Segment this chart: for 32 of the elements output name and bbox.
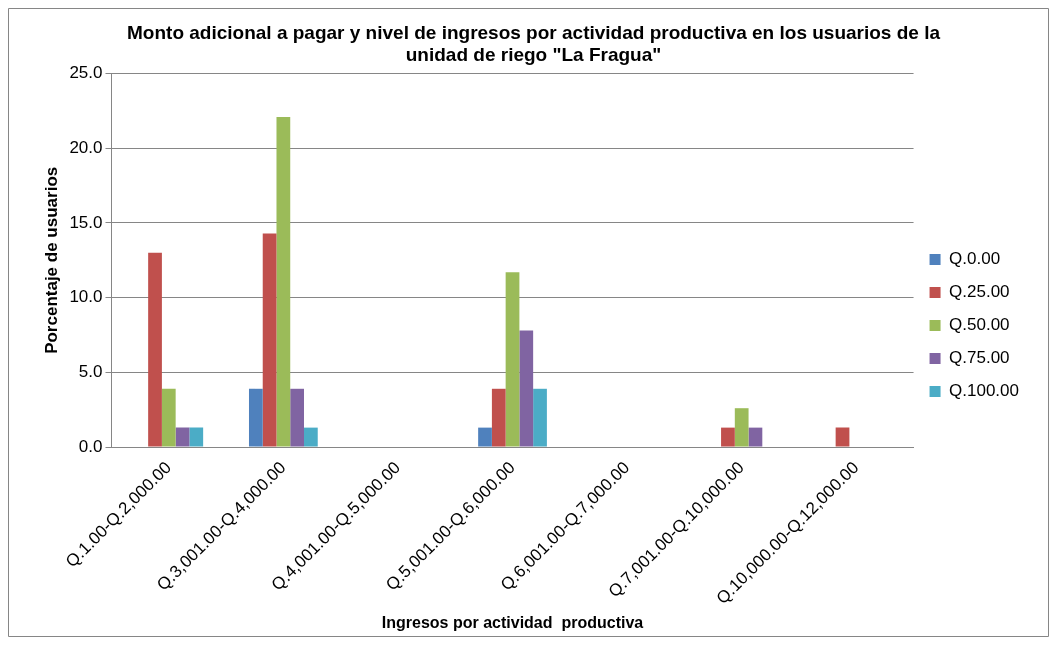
bar (835, 427, 850, 447)
bar (478, 427, 492, 447)
legend-label: Q.25.00 (949, 282, 1010, 302)
y-tick-label: 10.0 (69, 287, 103, 307)
legend-label: Q.0.00 (949, 249, 1001, 269)
bar (148, 252, 162, 447)
legend-label: Q.100.00 (949, 381, 1020, 401)
bar (189, 427, 204, 447)
y-tick-label: 25.0 (69, 63, 103, 83)
bar (533, 388, 547, 447)
bar (734, 408, 749, 447)
legend-label: Q.75.00 (949, 348, 1010, 368)
y-tick-label: 20.0 (69, 137, 103, 157)
chart-title: Monto adicional a pagar y nivel de ingresos por actividad productiva en los usuarios de la unidad de riego "La Fragua" (127, 21, 941, 66)
x-axis-title: Ingresos por actividad productiva (381, 613, 644, 631)
bar (505, 272, 520, 447)
bar (303, 427, 318, 447)
bar (491, 388, 506, 447)
y-tick-label: 0.0 (78, 436, 103, 456)
bar (748, 427, 763, 447)
bar (175, 427, 190, 447)
bar (721, 427, 735, 447)
y-tick-label: 15.0 (69, 212, 103, 232)
y-axis-title: Porcentaje de usuarios (41, 166, 61, 354)
y-tick-label: 5.0 (78, 362, 103, 382)
bar (248, 388, 263, 447)
legend-label: Q.50.00 (949, 315, 1010, 335)
bar (161, 388, 176, 447)
bar (262, 233, 277, 447)
bar (276, 116, 291, 447)
bar (290, 388, 304, 447)
bar (519, 330, 534, 447)
